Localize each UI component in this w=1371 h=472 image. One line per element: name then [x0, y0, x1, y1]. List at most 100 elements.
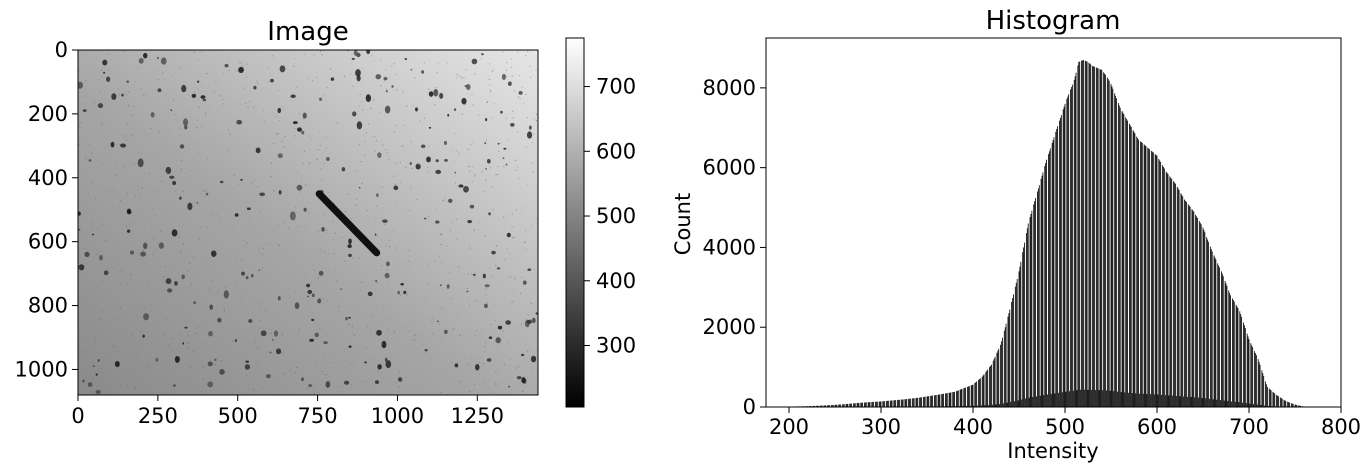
histogram-bar: [1062, 109, 1064, 407]
image-speckle: [461, 97, 467, 105]
histogram-bar: [1186, 396, 1188, 407]
histogram-bar: [1204, 232, 1206, 407]
histogram-bar: [1006, 402, 1008, 407]
histogram-bar: [858, 402, 860, 407]
histogram-bar: [968, 386, 970, 407]
image-grain: [491, 70, 493, 73]
image-grain: [428, 215, 430, 218]
image-grain: [103, 311, 105, 313]
image-speckle: [326, 157, 330, 161]
histogram-bar: [912, 398, 914, 407]
histogram-bar: [1221, 273, 1223, 407]
image-grain: [275, 116, 277, 118]
image-grain: [494, 392, 496, 394]
histogram-bar: [1209, 398, 1210, 407]
histogram-bar: [1280, 398, 1282, 407]
image-grain: [97, 376, 99, 378]
image-grain: [157, 78, 160, 81]
histogram-bar: [1147, 147, 1149, 407]
image-grain: [83, 265, 85, 267]
image-grain: [514, 278, 516, 280]
image-grain: [308, 385, 310, 387]
histogram-bar: [1207, 239, 1208, 407]
histogram-bar: [1270, 390, 1272, 407]
histogram-bar: [1036, 396, 1037, 407]
image-speckle: [182, 342, 185, 345]
histogram-bar: [1255, 353, 1256, 407]
histogram-bar: [921, 397, 922, 407]
histogram-bar: [1148, 148, 1150, 407]
image-grain: [222, 72, 225, 74]
image-grain: [115, 175, 117, 177]
image-grain: [264, 309, 266, 312]
image-grain: [131, 114, 133, 116]
image-grain: [127, 104, 129, 106]
image-grain: [495, 174, 497, 176]
histogram-bar: [977, 405, 978, 407]
histogram-bar: [1095, 67, 1097, 408]
histogram-bar: [1234, 401, 1236, 407]
image-grain: [102, 372, 104, 374]
histogram-bar: [979, 378, 981, 407]
image-grain: [471, 94, 473, 96]
image-speckle: [170, 109, 173, 112]
image-speckle: [488, 336, 493, 340]
histogram-bar: [1189, 206, 1191, 407]
image-grain: [512, 301, 514, 303]
histogram-bar: [1223, 400, 1225, 407]
image-grain: [492, 117, 494, 119]
image-grain: [227, 308, 229, 310]
histogram-bar: [1137, 138, 1139, 407]
image-grain: [258, 252, 260, 254]
image-grain: [219, 370, 221, 372]
image-grain: [536, 113, 538, 115]
image-grain: [221, 327, 224, 329]
image-grain: [233, 174, 235, 176]
image-grain: [399, 161, 401, 164]
histogram-bar: [939, 394, 941, 407]
image-grain: [532, 171, 534, 173]
image-grain: [393, 63, 395, 65]
image-grain: [489, 167, 491, 169]
image-grain: [150, 377, 152, 379]
image-grain: [406, 293, 408, 296]
histogram-bar: [1132, 130, 1134, 407]
image-speckle: [126, 80, 129, 83]
histogram-bar: [880, 401, 882, 407]
histogram-bar: [1066, 99, 1068, 407]
image-grain: [486, 101, 488, 103]
histogram-bar: [1033, 204, 1035, 407]
histogram-bar: [933, 395, 935, 407]
histogram-bar: [945, 393, 947, 407]
image-grain: [473, 383, 476, 385]
image-grain: [307, 77, 309, 79]
histogram-bar: [1290, 403, 1292, 407]
image-grain: [213, 264, 216, 266]
histogram-bar: [1251, 345, 1253, 407]
histogram-bar: [1043, 395, 1045, 407]
image-grain: [247, 106, 249, 108]
image-speckle: [352, 111, 357, 117]
image-grain: [193, 201, 195, 204]
histogram-bar: [1071, 84, 1073, 407]
image-grain: [418, 334, 420, 336]
colorbar-tick-label: 500: [596, 204, 636, 228]
histogram-bar: [1183, 396, 1185, 407]
histogram-bar: [1142, 393, 1144, 407]
image-grain: [503, 166, 505, 168]
image-speckle: [103, 270, 109, 276]
histogram-bar: [1081, 60, 1082, 408]
image-speckle: [317, 298, 322, 304]
image-grain: [469, 245, 471, 248]
histogram-bar: [1267, 387, 1268, 407]
image-grain: [210, 390, 212, 392]
image-grain: [517, 131, 519, 133]
image-grain: [125, 139, 128, 141]
histogram-bar: [889, 400, 891, 407]
histogram-bar: [998, 348, 1000, 407]
histogram-bar: [1190, 397, 1192, 407]
image-grain: [461, 77, 463, 79]
image-speckle: [508, 385, 511, 388]
image-grain: [256, 186, 259, 188]
image-grain: [197, 119, 199, 121]
